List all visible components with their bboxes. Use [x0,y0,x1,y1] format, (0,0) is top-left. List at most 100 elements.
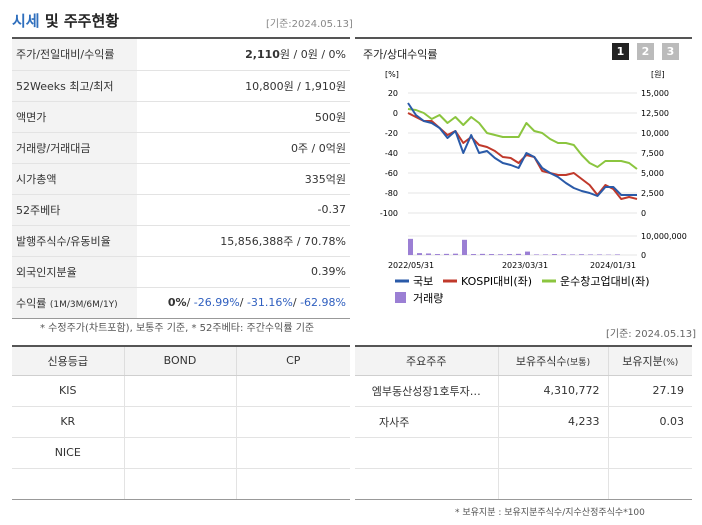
y-left-tick: -60 [385,169,398,178]
col-header: 주요주주 [355,345,498,376]
chart-page-3-button[interactable]: 3 [662,43,679,60]
legend-swatch-volume [395,292,406,303]
holder-shares: 4,310,772 [497,375,608,407]
volume-bar [444,253,449,255]
legend-gukbo: 국보 [413,275,433,288]
holder-pct [607,468,692,500]
table-row: 거래량/거래대금 0주 / 0억원 [12,132,350,164]
x-tick: 2022/05/31 [388,261,434,270]
table-row: NICE [12,437,350,469]
row-value: 335억원 [137,163,350,195]
y-left-tick: -20 [385,129,398,138]
row-label: 액면가 [12,101,137,133]
volume-bar [480,253,485,255]
volume-bar [579,254,584,255]
divider [12,37,350,39]
y-left-tick: 20 [388,89,398,98]
volume-bar [507,254,512,255]
row-value: 0.39% [137,256,350,288]
row-value: -0.37 [137,194,350,226]
table-row [355,468,692,500]
bond-cell [123,437,236,469]
table-row [355,437,692,469]
table-row: 발행주식수/유동비율 15,856,388주 / 70.78% [12,225,350,257]
returns-value: 0%/ -26.99%/ -31.16%/ -62.98% [137,287,350,319]
footnote-right: * 보유지분 : 보유지분주식수/지수산정주식수*100 [455,508,645,518]
volume-bar [561,254,566,255]
holder-shares [497,437,608,469]
basis-date: [기준:2024.05.13] [266,19,353,30]
series-line-0 [407,102,637,197]
cp-cell [235,468,350,500]
series-line-1 [407,112,638,200]
unit-right: [원] [651,70,665,79]
unit-left: [%] [385,70,399,79]
row-label: 주가/전일대비/수익률 [12,39,137,71]
section-title: 시세 및 주주현황 [12,12,120,30]
row-label: 시가총액 [12,163,137,195]
table-row: 외국인지분율 0.39% [12,256,350,288]
holder-name: 자사주 [355,406,498,438]
volume-bar [453,253,458,255]
volume-bar [462,239,467,255]
holder-pct [607,437,692,469]
series-line-2 [407,108,638,170]
table-row: 액면가 500원 [12,101,350,133]
volume-bar [525,251,530,255]
agency-cell: NICE [12,437,124,469]
x-tick: 2023/03/31 [502,261,548,270]
row-value: 500원 [137,101,350,133]
row-label: 발행주식수/유동비율 [12,225,137,257]
volume-bar [543,254,548,255]
col-header: 보유지분(%) [607,345,692,376]
cp-cell [235,437,350,469]
y-left-tick: -80 [385,189,398,198]
volume-bar [552,254,557,255]
table-row: 엠부동산성장1호투자… 4,310,772 27.19 [355,375,692,407]
volume-bar [498,254,503,255]
holder-pct: 27.19 [607,375,692,407]
holder-name [355,437,498,469]
volume-bars [408,238,620,255]
shareholder-table: 주요주주 보유주식수(보통) 보유지분(%) 엠부동산성장1호투자… 4,310,… [355,345,692,500]
y-left-tick: -100 [380,209,398,218]
row-label: 거래량/거래대금 [12,132,137,164]
bond-cell [123,375,236,407]
holder-shares: 4,233 [497,406,608,438]
volume-bar [570,254,575,255]
table-row: 시가총액 335억원 [12,163,350,195]
y-left-tick: -40 [385,149,398,158]
volume-bar [597,254,602,255]
y-volume-tick: 0 [641,251,646,260]
bond-cell [123,468,236,500]
row-label: 52주베타 [12,194,137,226]
col-header: BOND [123,345,236,376]
holder-pct: 0.03 [607,406,692,438]
volume-bar [534,254,539,255]
chart-title: 주가/상대수익률 [363,48,438,61]
volume-bar [426,253,431,255]
y-right-tick: 15,000 [641,89,669,98]
credit-rating-table: 신용등급 BOND CP KIS KR NICE [12,345,350,500]
table-row: KR [12,406,350,438]
row-value: 10,800원 / 1,910원 [137,70,350,102]
col-header: CP [235,345,350,376]
table-row: 주가/전일대비/수익률 2,110원 / 0원 / 0% [12,39,350,71]
legend-volume: 거래량 [413,292,443,305]
table-row: KIS [12,375,350,407]
table-row: 52Weeks 최고/최저 10,800원 / 1,910원 [12,70,350,102]
volume-bar [489,254,494,255]
row-value: 0주 / 0억원 [137,132,350,164]
footnote-left: * 수정주가(차트포함), 보통주 기준, * 52주베타: 주간수익률 기준 [40,323,315,334]
table-row [12,468,350,500]
chart-page-2-button[interactable]: 2 [637,43,654,60]
legend-sector: 운수창고업대비(좌) [560,275,650,288]
chart-page-1-button[interactable]: 1 [612,43,629,60]
row-label: 52Weeks 최고/최저 [12,70,137,102]
bond-cell [123,406,236,438]
x-tick: 2024/01/31 [590,261,636,270]
stock-info-table: 주가/전일대비/수익률 2,110원 / 0원 / 0% 52Weeks 최고/… [12,39,350,319]
col-header: 신용등급 [12,345,124,376]
cp-cell [235,375,350,407]
y-right-tick: 10,000 [641,129,669,138]
